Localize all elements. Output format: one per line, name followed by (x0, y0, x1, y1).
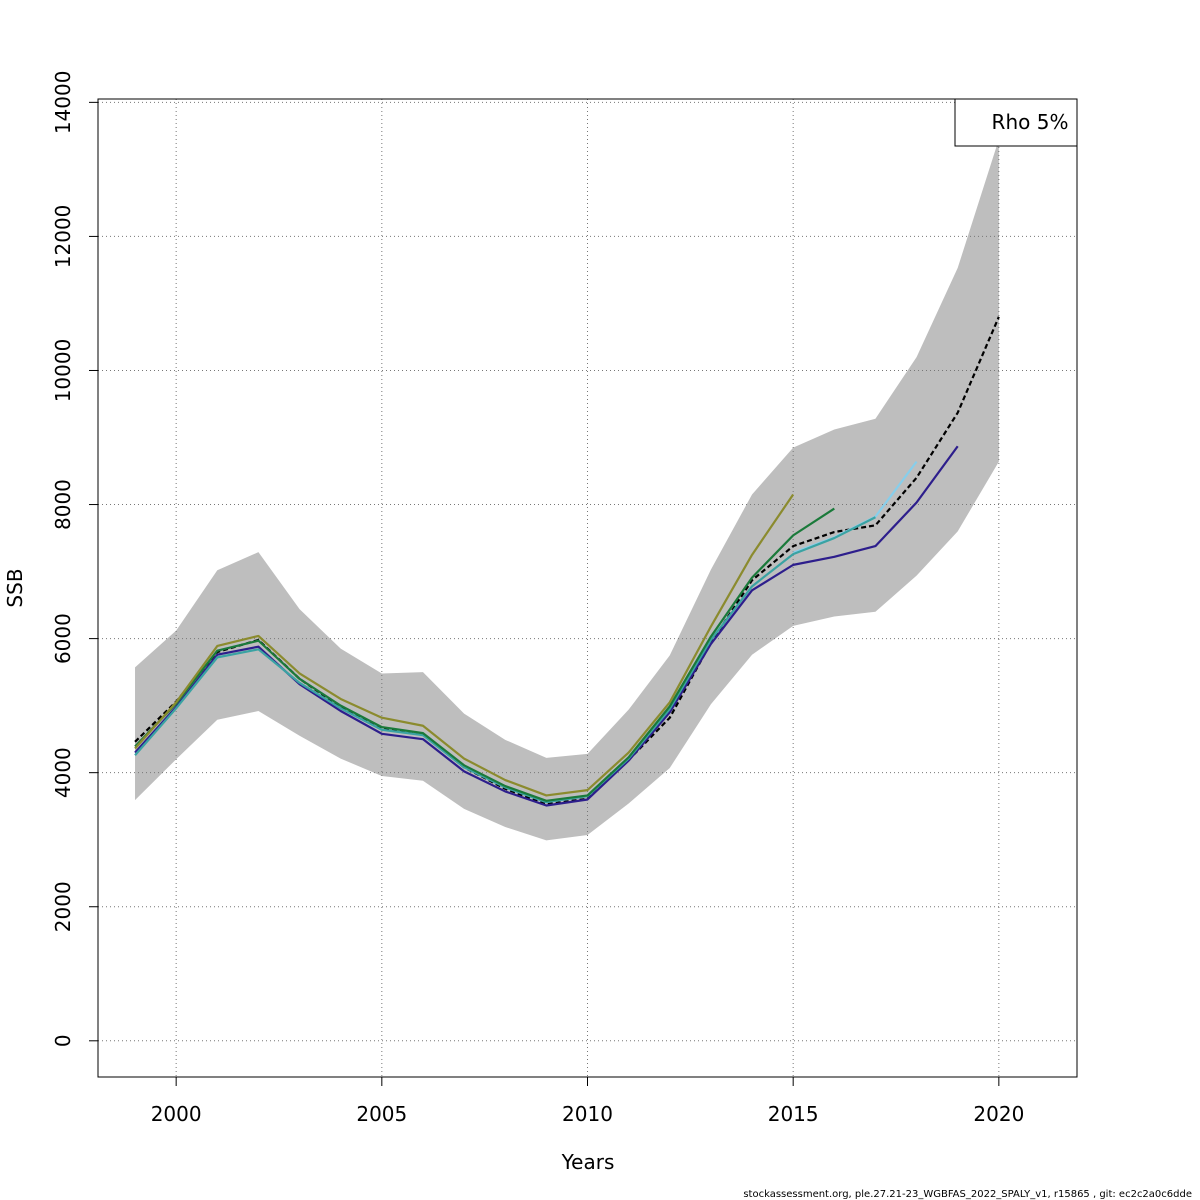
y-tick-label: 4000 (51, 747, 75, 798)
legend-box (954, 98, 1078, 147)
footer-credit: stockassessment.org, ple.27.21-23_WGBFAS… (743, 1189, 1192, 1200)
x-tick-label: 2005 (356, 1102, 407, 1126)
confidence-band-layer (135, 139, 999, 841)
legend-text: Rho 5% (992, 110, 1069, 134)
y-tick-label: 14000 (51, 71, 75, 135)
legend: Rho 5% (954, 98, 1078, 147)
confidence-band (135, 139, 999, 841)
series-layer (134, 316, 1000, 807)
series-line-5 (134, 507, 835, 802)
x-axis-label: Years (561, 1150, 615, 1174)
y-tick-label: 8000 (51, 479, 75, 530)
series-line-4 (134, 516, 876, 804)
y-tick-label: 12000 (51, 205, 75, 269)
y-axis-label: SSB (3, 568, 27, 607)
y-tick-label: 10000 (51, 339, 75, 403)
x-tick-label: 2010 (562, 1102, 613, 1126)
y-tick-label: 2000 (51, 881, 75, 932)
y-tick-label: 0 (51, 1034, 75, 1047)
series-line-6 (134, 493, 795, 797)
y-axis: 0 2000 4000 6000 8000 10000 12000 14000 (51, 71, 99, 1047)
x-tick-label: 2020 (973, 1102, 1024, 1126)
x-tick-label: 2000 (151, 1102, 202, 1126)
x-axis: 2000 2005 2010 2015 2020 (151, 1076, 1024, 1126)
y-tick-label: 6000 (51, 613, 75, 664)
grid-layer (98, 99, 1077, 1077)
x-tick-label: 2015 (768, 1102, 819, 1126)
